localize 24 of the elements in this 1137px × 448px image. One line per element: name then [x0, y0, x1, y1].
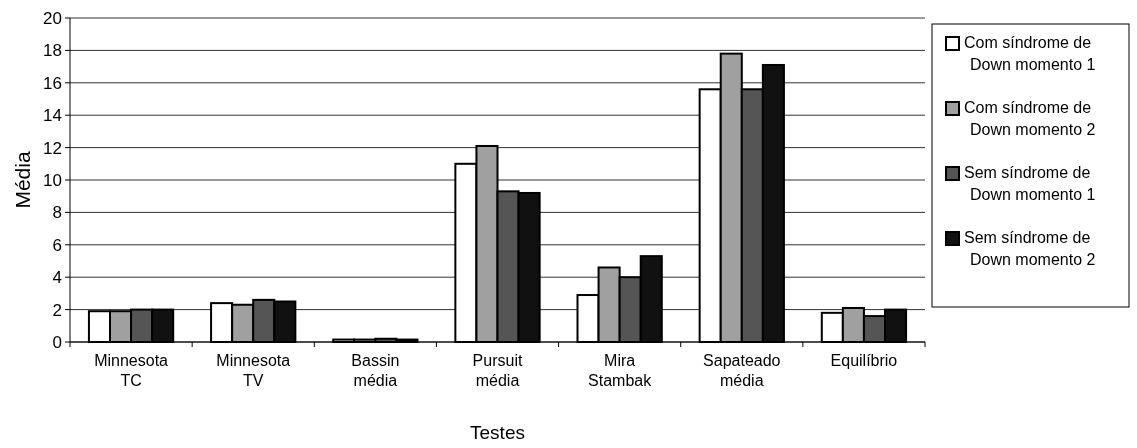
y-tick-label: 0 [52, 332, 62, 352]
x-tick-label: Pursuit média [472, 352, 523, 389]
y-axis-title: Média [11, 151, 34, 209]
y-tick-label: 8 [52, 203, 62, 223]
y-tick-label: 20 [43, 8, 62, 28]
x-tick-label: Bassin média [351, 352, 400, 389]
x-tick-label: Sapateado média [703, 352, 781, 389]
y-tick-label: 6 [52, 235, 62, 255]
legend-label: Com síndrome de Down momento 2 [964, 99, 1096, 138]
y-tick-label: 4 [52, 268, 62, 288]
y-tick-label: 18 [43, 41, 62, 61]
y-tick-label: 10 [43, 170, 62, 190]
y-tick-label: 16 [43, 73, 62, 93]
x-tick-label: Equilíbrio [830, 352, 898, 369]
y-tick-label: 2 [52, 300, 62, 320]
y-tick-label: 12 [43, 138, 62, 158]
y-tick-label: 14 [43, 106, 62, 126]
legend-label: Com síndrome de Down momento 1 [964, 34, 1096, 73]
x-tick-label: Mira Stambak [588, 352, 653, 389]
legend-label: Sem síndrome de Down momento 2 [964, 229, 1096, 268]
x-tick-label: Minnesota TV [216, 352, 291, 389]
x-tick-label: Minnesota TC [94, 352, 169, 389]
x-axis-title: Testes [470, 422, 525, 443]
legend-label: Sem síndrome de Down momento 1 [964, 164, 1096, 203]
